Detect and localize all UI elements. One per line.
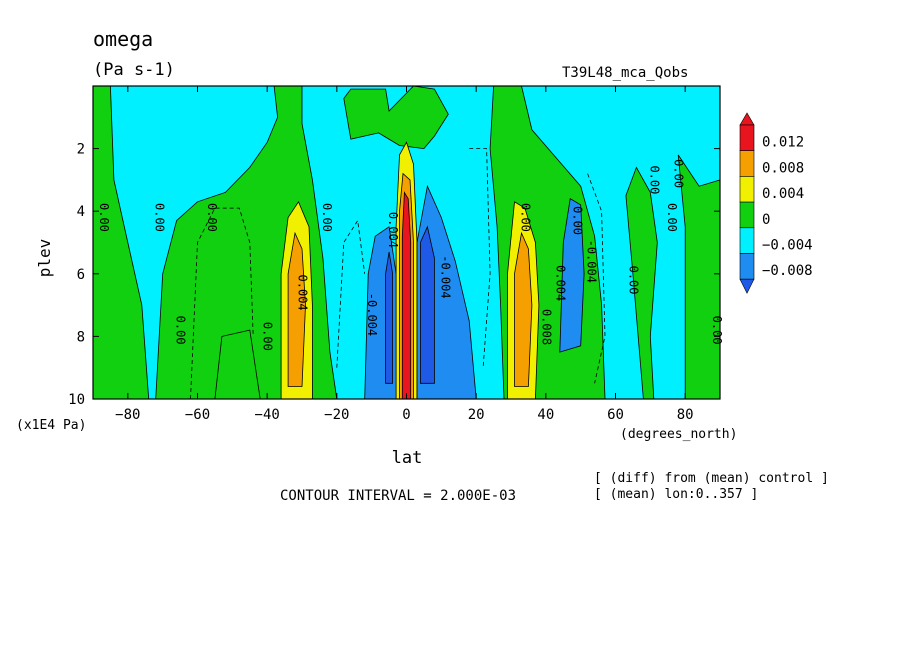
green-region-south-pole — [93, 86, 150, 399]
contour-labels: 0.00 0.00 0.00 0.00 0.00 0.00 0.004 -0.004 0.004… — [97, 159, 724, 351]
dashed-contour-north — [469, 148, 491, 368]
colorbar-segment — [739, 253, 755, 280]
contour-label: -0.004 — [438, 255, 452, 298]
run-label: T39L48_mca_Qobs — [562, 65, 688, 81]
contour-plot-area — [92, 85, 721, 400]
contour-label: 0.004 — [386, 212, 400, 248]
x-tick-label: 40 — [537, 407, 554, 423]
green-region-equator-top — [343, 86, 449, 150]
y-tick-label: 10 — [68, 392, 85, 408]
contour-label: -0.004 — [365, 293, 379, 336]
x-tick-label: −60 — [185, 407, 210, 423]
y-axis-title: plev — [35, 239, 54, 278]
contour-label: 0.00 — [153, 203, 167, 232]
colorbar-cap-bottom — [739, 278, 755, 294]
colorbar-segment — [739, 201, 755, 229]
green-region-north-pole — [677, 154, 720, 399]
x-tick-label: −80 — [115, 407, 140, 423]
green-region-south-lower — [214, 329, 261, 399]
green-region-north-band — [625, 166, 658, 399]
colorbar-label: −0.004 — [762, 238, 813, 254]
colorbar-segment — [739, 124, 755, 152]
contour-label: 0.00 — [174, 316, 188, 345]
contour-label: 0.004 — [296, 275, 310, 311]
x-tick-label: 80 — [677, 407, 694, 423]
colorbar-segment — [739, 150, 755, 177]
darkblue-region-south-equator — [385, 251, 394, 384]
contour-label: 0.00 — [626, 266, 640, 295]
orange-region-north — [514, 231, 533, 387]
contour-label: 0.00 — [261, 322, 275, 351]
colorbar-label: 0.008 — [762, 160, 804, 176]
contour-label: 0.00 — [710, 316, 724, 345]
contour-label: 0.00 — [672, 159, 686, 188]
y-tick-label: 2 — [77, 142, 85, 158]
axes: −80 −60 −40 −20 0 20 40 60 80 2 4 6 8 10 — [68, 86, 720, 423]
contour-label: 0.00 — [571, 206, 585, 235]
contour-label: -0.004 — [585, 240, 599, 283]
x-tick-label: −20 — [324, 407, 349, 423]
orange-region-south — [287, 231, 306, 387]
contour-label: 0.00 — [320, 203, 334, 232]
x-tick-label: 0 — [402, 407, 410, 423]
colorbar-label: −0.008 — [762, 263, 813, 279]
contour-label: 0.00 — [518, 203, 532, 232]
mean-note: [ (mean) lon:0..357 ] — [594, 487, 758, 502]
contour-label: 0.004 — [553, 265, 567, 301]
darkblue-region-north-equator — [419, 225, 435, 384]
x-tick-label: 60 — [607, 407, 624, 423]
contour-label: 0.00 — [97, 203, 111, 232]
colorbar-label: 0.004 — [762, 186, 804, 202]
red-region-equator — [401, 191, 412, 399]
blue-region-north-mid — [559, 198, 585, 353]
x-axis-unit: (degrees_north) — [620, 427, 737, 442]
dashed-contour-south-2 — [336, 219, 366, 368]
x-tick-label: 20 — [468, 407, 485, 423]
y-axis-unit: (x1E4 Pa) — [16, 418, 86, 433]
contour-interval-note: CONTOUR INTERVAL = 2.000E-03 — [280, 488, 516, 504]
colorbar-label: 0.012 — [762, 135, 804, 151]
contour-label: 0.00 — [205, 203, 219, 232]
colorbar: 0.012 0.008 0.004 0 −0.004 −0.008 — [739, 112, 813, 294]
contour-fields — [93, 86, 720, 399]
colorbar-cap-top — [739, 112, 755, 126]
contour-label: 0.00 — [647, 165, 661, 194]
y-tick-label: 6 — [77, 267, 85, 283]
diff-note: [ (diff) from (mean) control ] — [594, 471, 829, 486]
x-axis-title: lat — [392, 448, 423, 468]
plot-title: omega — [93, 27, 153, 51]
colorbar-label: 0 — [762, 212, 770, 228]
dashed-contour-north-2 — [587, 173, 606, 384]
colorbar-segment — [739, 176, 755, 203]
x-tick-label: −40 — [255, 407, 280, 423]
contour-label: 0.00 — [665, 203, 679, 232]
y-tick-label: 8 — [77, 329, 85, 345]
units-label: (Pa s-1) — [93, 60, 175, 80]
y-tick-label: 4 — [77, 204, 85, 220]
colorbar-segment — [739, 227, 755, 254]
contour-label: 0.008 — [539, 309, 553, 345]
